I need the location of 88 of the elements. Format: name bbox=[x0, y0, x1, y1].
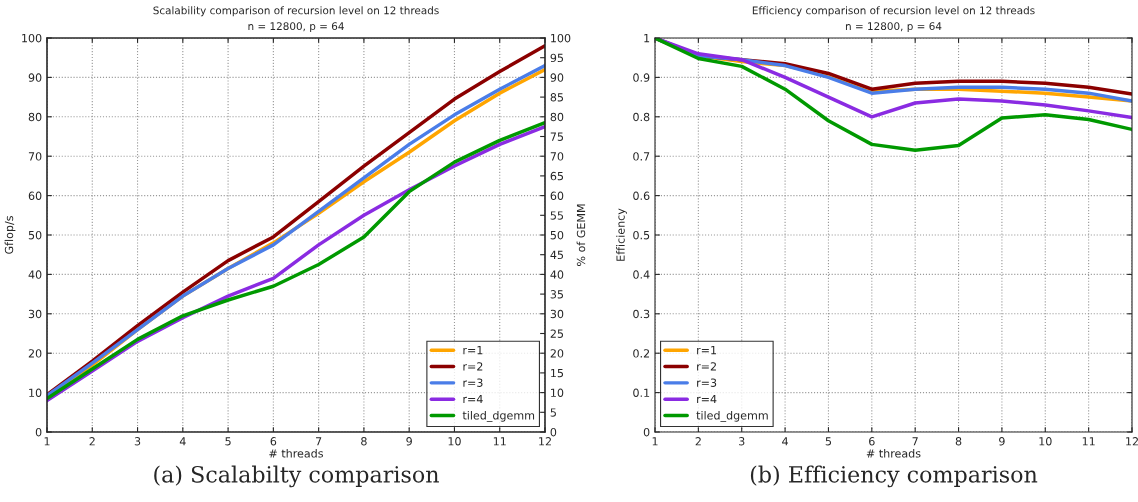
text: (a) Scalabilty comparison bbox=[154, 465, 439, 488]
y2-tick-label: 45 bbox=[550, 250, 564, 260]
y2-tick-label: 30 bbox=[550, 309, 564, 319]
y-tick-label: 60 bbox=[28, 191, 42, 200]
legend-label: tiled_dgemm bbox=[696, 410, 768, 422]
x-tick-label: 5 bbox=[225, 437, 231, 446]
y2-tick-label: 55 bbox=[550, 211, 564, 220]
y-tick-label: 0.1 bbox=[633, 388, 650, 397]
y2-tick-label: 100 bbox=[551, 33, 571, 43]
y2-tick-label: 50 bbox=[550, 230, 564, 240]
y-tick-label: 0.6 bbox=[633, 191, 650, 200]
y-axis-title: Efficiency bbox=[616, 208, 627, 261]
y-tick-label: 10 bbox=[29, 388, 42, 397]
y2-tick-label: 0 bbox=[550, 427, 557, 437]
y-tick-label: 30 bbox=[28, 309, 42, 319]
y2-tick-label: 85 bbox=[550, 93, 564, 102]
y-tick-label: 90 bbox=[28, 73, 42, 82]
x-axis-title: # threads bbox=[866, 449, 921, 458]
y2-axis-title: % of GEMM bbox=[576, 204, 586, 266]
legend-label: r=3 bbox=[697, 378, 717, 387]
chart-subtitle: n = 12800, p = 64 bbox=[845, 22, 942, 33]
y-tick-label: 0.4 bbox=[633, 270, 650, 279]
text: (b) Efficiency comparison bbox=[750, 465, 1038, 488]
x-tick-label: 12 bbox=[1126, 437, 1138, 446]
legend-label: r=1 bbox=[697, 346, 717, 355]
x-tick-label: 3 bbox=[134, 437, 141, 446]
y-tick-label: 0.3 bbox=[633, 309, 650, 319]
y-tick-label: 20 bbox=[28, 349, 42, 358]
x-tick-label: 5 bbox=[825, 437, 832, 446]
chart-title: Scalability comparison of recursion level on 12 threads bbox=[153, 6, 439, 17]
x-tick-label: 6 bbox=[869, 437, 875, 446]
x-tick-label: 7 bbox=[912, 437, 918, 446]
y2-tick-label: 65 bbox=[550, 171, 564, 181]
y-tick-label: 70 bbox=[28, 152, 42, 161]
y2-tick-label: 20 bbox=[550, 349, 564, 358]
y2-tick-label: 95 bbox=[550, 53, 564, 63]
legend-label: r=1 bbox=[463, 346, 483, 355]
x-tick-label: 10 bbox=[1039, 437, 1052, 446]
x-tick-label: 10 bbox=[448, 437, 461, 446]
y2-tick-label: 60 bbox=[550, 191, 564, 200]
x-tick-label: 2 bbox=[695, 437, 701, 446]
y2-tick-label: 15 bbox=[551, 369, 564, 378]
y2-tick-label: 35 bbox=[550, 290, 564, 299]
x-tick-label: 8 bbox=[361, 437, 367, 446]
x-tick-label: 4 bbox=[782, 437, 788, 446]
x-tick-label: 11 bbox=[493, 437, 506, 446]
chart-subtitle: n = 12800, p = 64 bbox=[248, 22, 344, 33]
x-tick-label: 1 bbox=[44, 437, 50, 446]
y-tick-label: 0.8 bbox=[633, 112, 650, 122]
y-tick-label: 100 bbox=[22, 33, 42, 43]
y-tick-label: 0.5 bbox=[633, 230, 650, 240]
y2-tick-label: 25 bbox=[550, 329, 564, 338]
y-tick-label: 0.7 bbox=[633, 152, 650, 161]
x-tick-label: 11 bbox=[1082, 437, 1095, 446]
x-tick-label: 12 bbox=[539, 437, 551, 446]
legend-label: tiled_dgemm bbox=[462, 410, 535, 422]
legend-label: r=4 bbox=[463, 394, 483, 404]
x-tick-label: 9 bbox=[999, 437, 1005, 446]
y2-tick-label: 80 bbox=[550, 112, 564, 122]
x-tick-label: 9 bbox=[406, 437, 412, 446]
y2-tick-label: 75 bbox=[550, 132, 564, 141]
legend-label: r=3 bbox=[463, 378, 483, 387]
x-tick-label: 1 bbox=[652, 437, 658, 446]
y2-tick-label: 5 bbox=[550, 408, 556, 417]
x-tick-label: 4 bbox=[179, 437, 186, 446]
y2-tick-label: 90 bbox=[550, 73, 564, 82]
legend-label: r=2 bbox=[463, 362, 483, 371]
y-tick-label: 0 bbox=[643, 427, 650, 437]
x-tick-label: 2 bbox=[89, 437, 95, 446]
y-axis-title: Gflop/s bbox=[4, 216, 16, 254]
x-tick-label: 3 bbox=[739, 437, 745, 446]
legend-label: r=2 bbox=[697, 362, 716, 371]
x-tick-label: 8 bbox=[955, 437, 962, 446]
x-tick-label: 7 bbox=[316, 437, 322, 446]
y-tick-label: 1 bbox=[644, 34, 650, 43]
x-tick-label: 6 bbox=[270, 437, 277, 446]
x-axis-title: # threads bbox=[269, 449, 323, 458]
y-tick-label: 80 bbox=[28, 112, 42, 122]
y2-tick-label: 10 bbox=[551, 388, 564, 397]
y-tick-label: 0 bbox=[35, 427, 42, 437]
legend-label: r=4 bbox=[697, 394, 717, 404]
chart-title: Efficiency comparison of recursion level on 12 threads bbox=[752, 6, 1035, 17]
y-tick-label: 50 bbox=[28, 230, 42, 240]
y2-tick-label: 40 bbox=[550, 270, 564, 279]
y-tick-label: 0.2 bbox=[633, 349, 650, 358]
y2-tick-label: 70 bbox=[550, 152, 564, 161]
y-tick-label: 0.9 bbox=[633, 73, 650, 82]
y-tick-label: 40 bbox=[28, 270, 42, 279]
